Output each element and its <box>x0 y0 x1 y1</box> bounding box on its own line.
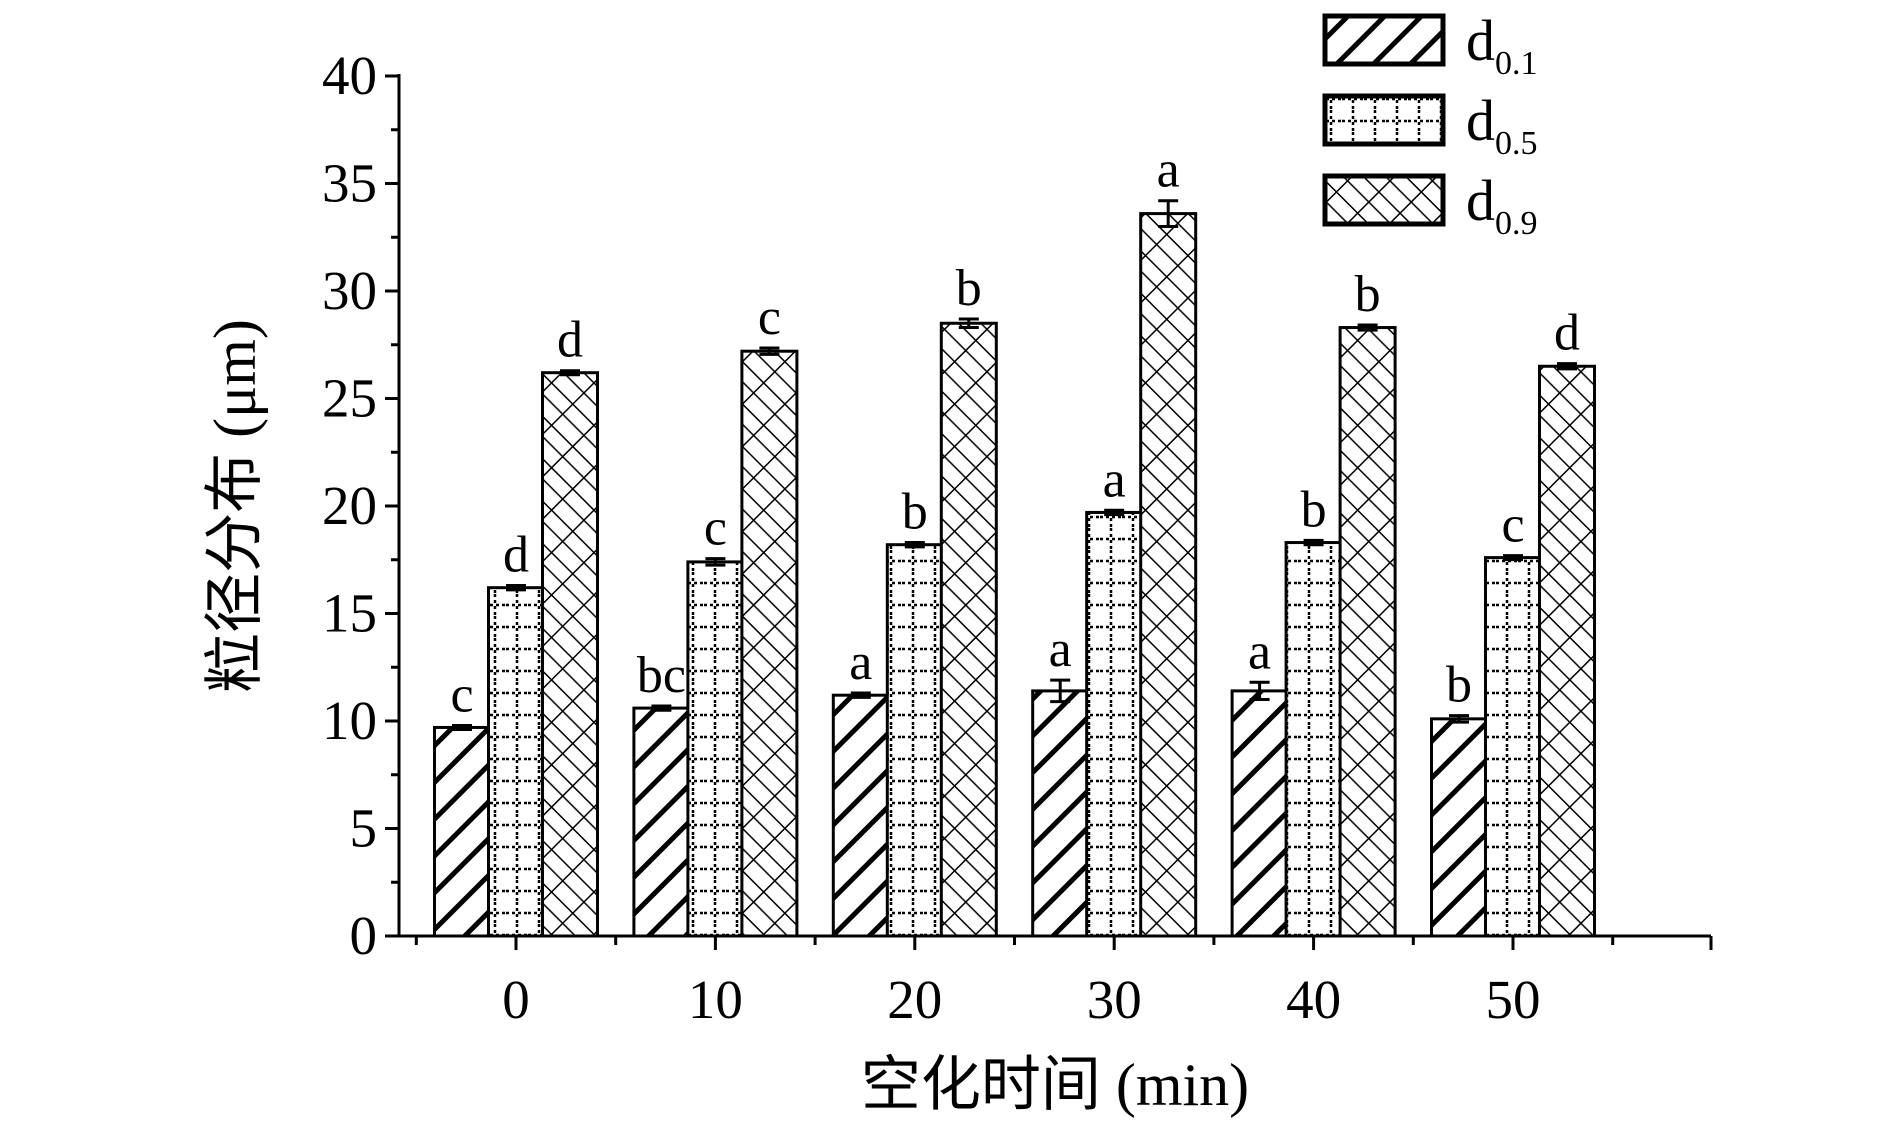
legend-swatch-crosshatch <box>1322 173 1446 227</box>
x-tick-label: 50 <box>1486 969 1541 1030</box>
significance-letter: d <box>503 527 529 584</box>
legend-label: d0.5 <box>1466 88 1538 162</box>
y-tick-label: 0 <box>350 905 378 966</box>
x-tick-label: 40 <box>1286 969 1341 1030</box>
bar-crosshatch <box>1538 364 1596 938</box>
bar-crosshatch <box>541 371 599 938</box>
legend: d0.1d0.5d0.9 <box>1322 8 1538 242</box>
bar-diagonal-hatch <box>1230 689 1289 938</box>
bar-dotted-grid <box>1284 541 1343 938</box>
significance-letter: a <box>1103 451 1126 508</box>
significance-letter: c <box>1501 497 1524 554</box>
x-tick-label: 30 <box>1087 969 1142 1030</box>
bar-crosshatch <box>1139 212 1198 938</box>
x-tick-label: 20 <box>887 969 942 1030</box>
bar-crosshatch <box>939 321 998 938</box>
y-tick-label: 40 <box>322 45 377 106</box>
bar-dotted-grid <box>686 560 745 938</box>
bar-dotted-grid <box>1484 556 1542 938</box>
y-tick-label: 25 <box>322 368 377 429</box>
legend-swatch-dotted-grid <box>1322 93 1446 147</box>
x-tick-label: 10 <box>688 969 743 1030</box>
significance-letter: a <box>1049 621 1072 678</box>
significance-letter: c <box>450 666 473 723</box>
bar-dotted-grid <box>1085 510 1144 938</box>
significance-letter: b <box>956 260 982 317</box>
significance-letter: c <box>704 500 727 557</box>
bar-dotted-grid <box>885 543 944 938</box>
axes: 0 5 10 15 20 25 30 35 40 0 10 20 30 40 50 <box>322 45 1713 1030</box>
x-tick-label: 0 <box>502 969 530 1030</box>
significance-letter: d <box>557 312 583 369</box>
bar-crosshatch <box>740 349 799 938</box>
bar-dotted-grid <box>487 586 545 938</box>
significance-letter: a <box>849 634 872 691</box>
significance-letter: a <box>1157 142 1180 199</box>
y-tick-label: 30 <box>322 260 377 321</box>
significance-letter: bc <box>637 647 686 704</box>
significance-letter: b <box>902 484 928 541</box>
legend-label-subscript: 0.1 <box>1495 45 1538 82</box>
y-tick-label: 20 <box>322 475 377 536</box>
significance-letter: b <box>1446 657 1472 714</box>
bar-diagonal-hatch <box>831 693 890 938</box>
significance-letter: c <box>758 289 781 346</box>
significance-letter: b <box>1355 266 1381 323</box>
legend-swatch-diagonal-hatch <box>1322 13 1446 67</box>
x-axis-title: 空化时间 (min) <box>861 1052 1249 1118</box>
legend-label-subscript: 0.5 <box>1495 125 1538 162</box>
y-tick-label: 5 <box>350 798 378 859</box>
bar-crosshatch <box>1338 326 1397 938</box>
y-tick-label: 10 <box>322 690 377 751</box>
y-axis-title: 粒径分布 (μm) <box>202 319 268 693</box>
significance-letter: b <box>1301 481 1327 538</box>
y-tick-label: 35 <box>322 153 377 214</box>
y-tick-label: 15 <box>322 583 377 644</box>
legend-label-subscript: 0.9 <box>1495 205 1538 242</box>
legend-label: d0.1 <box>1466 8 1538 82</box>
significance-letter: a <box>1248 623 1271 680</box>
bar-diagonal-hatch <box>433 725 491 938</box>
bar-diagonal-hatch <box>1430 717 1488 938</box>
significance-letter: d <box>1554 305 1580 362</box>
bar-diagonal-hatch <box>1031 689 1090 938</box>
bar-diagonal-hatch <box>632 706 691 938</box>
legend-label: d0.9 <box>1466 168 1538 242</box>
